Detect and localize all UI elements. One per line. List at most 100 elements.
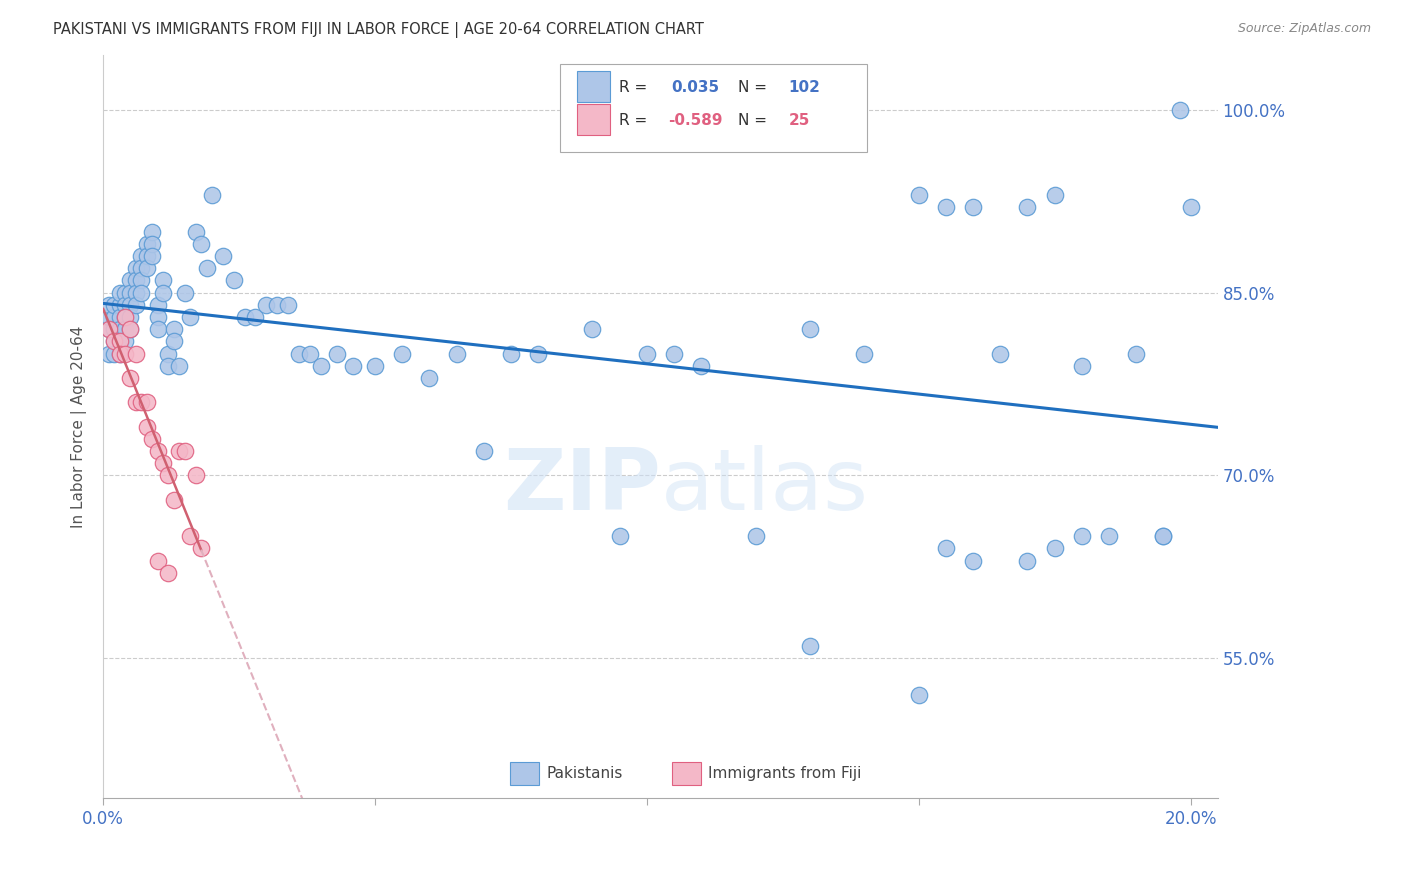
Point [277, 298, 299, 312]
Point [173, 444, 195, 458]
Point [326, 346, 349, 360]
Point [114, 285, 136, 300]
Point [120, 298, 142, 312]
Text: R =: R = [619, 113, 652, 128]
Text: atlas: atlas [661, 444, 869, 527]
Point [108, 298, 131, 312]
Point [103, 298, 125, 312]
Point [364, 359, 387, 373]
Point [446, 346, 468, 360]
Point [125, 395, 148, 409]
Text: N =: N = [738, 79, 772, 95]
Point [962, 201, 984, 215]
Point [120, 322, 142, 336]
Point [120, 273, 142, 287]
Text: -0.589: -0.589 [668, 113, 723, 128]
Point [1043, 541, 1066, 556]
Text: Pakistanis: Pakistanis [547, 766, 623, 781]
Point [499, 346, 522, 360]
Point [108, 285, 131, 300]
Point [163, 334, 186, 349]
Point [114, 322, 136, 336]
Point [254, 298, 277, 312]
Point [935, 201, 957, 215]
Point [97, 346, 120, 360]
Point [184, 225, 207, 239]
Point [108, 322, 131, 336]
Point [342, 359, 364, 373]
Point [1043, 188, 1066, 202]
Point [114, 298, 136, 312]
Point [97, 298, 120, 312]
Text: N =: N = [738, 113, 772, 128]
Point [1125, 346, 1147, 360]
Point [114, 310, 136, 324]
Point [1180, 201, 1202, 215]
Point [1098, 529, 1121, 543]
Point [179, 310, 201, 324]
Point [179, 529, 201, 543]
Point [129, 261, 152, 276]
FancyBboxPatch shape [560, 64, 866, 152]
Point [135, 419, 157, 434]
Point [103, 346, 125, 360]
Point [120, 285, 142, 300]
Point [169, 359, 191, 373]
Point [146, 298, 169, 312]
Point [146, 322, 169, 336]
Point [97, 322, 120, 336]
Point [1168, 103, 1191, 117]
Point [108, 334, 131, 349]
Point [1070, 529, 1092, 543]
Point [222, 273, 245, 287]
Point [1152, 529, 1174, 543]
Point [125, 285, 148, 300]
Point [141, 249, 163, 263]
Text: Immigrants from Fiji: Immigrants from Fiji [709, 766, 862, 781]
Point [1017, 553, 1039, 567]
Point [114, 346, 136, 360]
Point [266, 298, 288, 312]
Point [907, 188, 929, 202]
Point [152, 285, 174, 300]
Text: 0.035: 0.035 [672, 79, 720, 95]
Point [141, 225, 163, 239]
Point [141, 432, 163, 446]
Point [135, 261, 157, 276]
Point [799, 322, 821, 336]
FancyBboxPatch shape [510, 763, 538, 785]
Point [125, 261, 148, 276]
Point [120, 371, 142, 385]
Point [108, 346, 131, 360]
Point [690, 359, 713, 373]
Point [907, 688, 929, 702]
Point [129, 285, 152, 300]
Point [581, 322, 603, 336]
Point [184, 468, 207, 483]
Point [125, 273, 148, 287]
Point [129, 395, 152, 409]
Point [173, 285, 195, 300]
Point [125, 298, 148, 312]
Point [97, 322, 120, 336]
Point [245, 310, 267, 324]
FancyBboxPatch shape [576, 70, 610, 102]
Point [636, 346, 658, 360]
Y-axis label: In Labor Force | Age 20-64: In Labor Force | Age 20-64 [72, 326, 87, 528]
Point [1070, 359, 1092, 373]
Point [195, 261, 218, 276]
Point [418, 371, 440, 385]
Point [163, 322, 186, 336]
Point [233, 310, 256, 324]
Text: ZIP: ZIP [503, 444, 661, 527]
Point [962, 553, 984, 567]
Text: PAKISTANI VS IMMIGRANTS FROM FIJI IN LABOR FORCE | AGE 20-64 CORRELATION CHART: PAKISTANI VS IMMIGRANTS FROM FIJI IN LAB… [53, 22, 704, 38]
Point [163, 492, 186, 507]
Point [103, 310, 125, 324]
FancyBboxPatch shape [576, 104, 610, 136]
Point [201, 188, 224, 202]
FancyBboxPatch shape [672, 763, 700, 785]
Point [662, 346, 685, 360]
Point [146, 444, 169, 458]
Point [129, 273, 152, 287]
